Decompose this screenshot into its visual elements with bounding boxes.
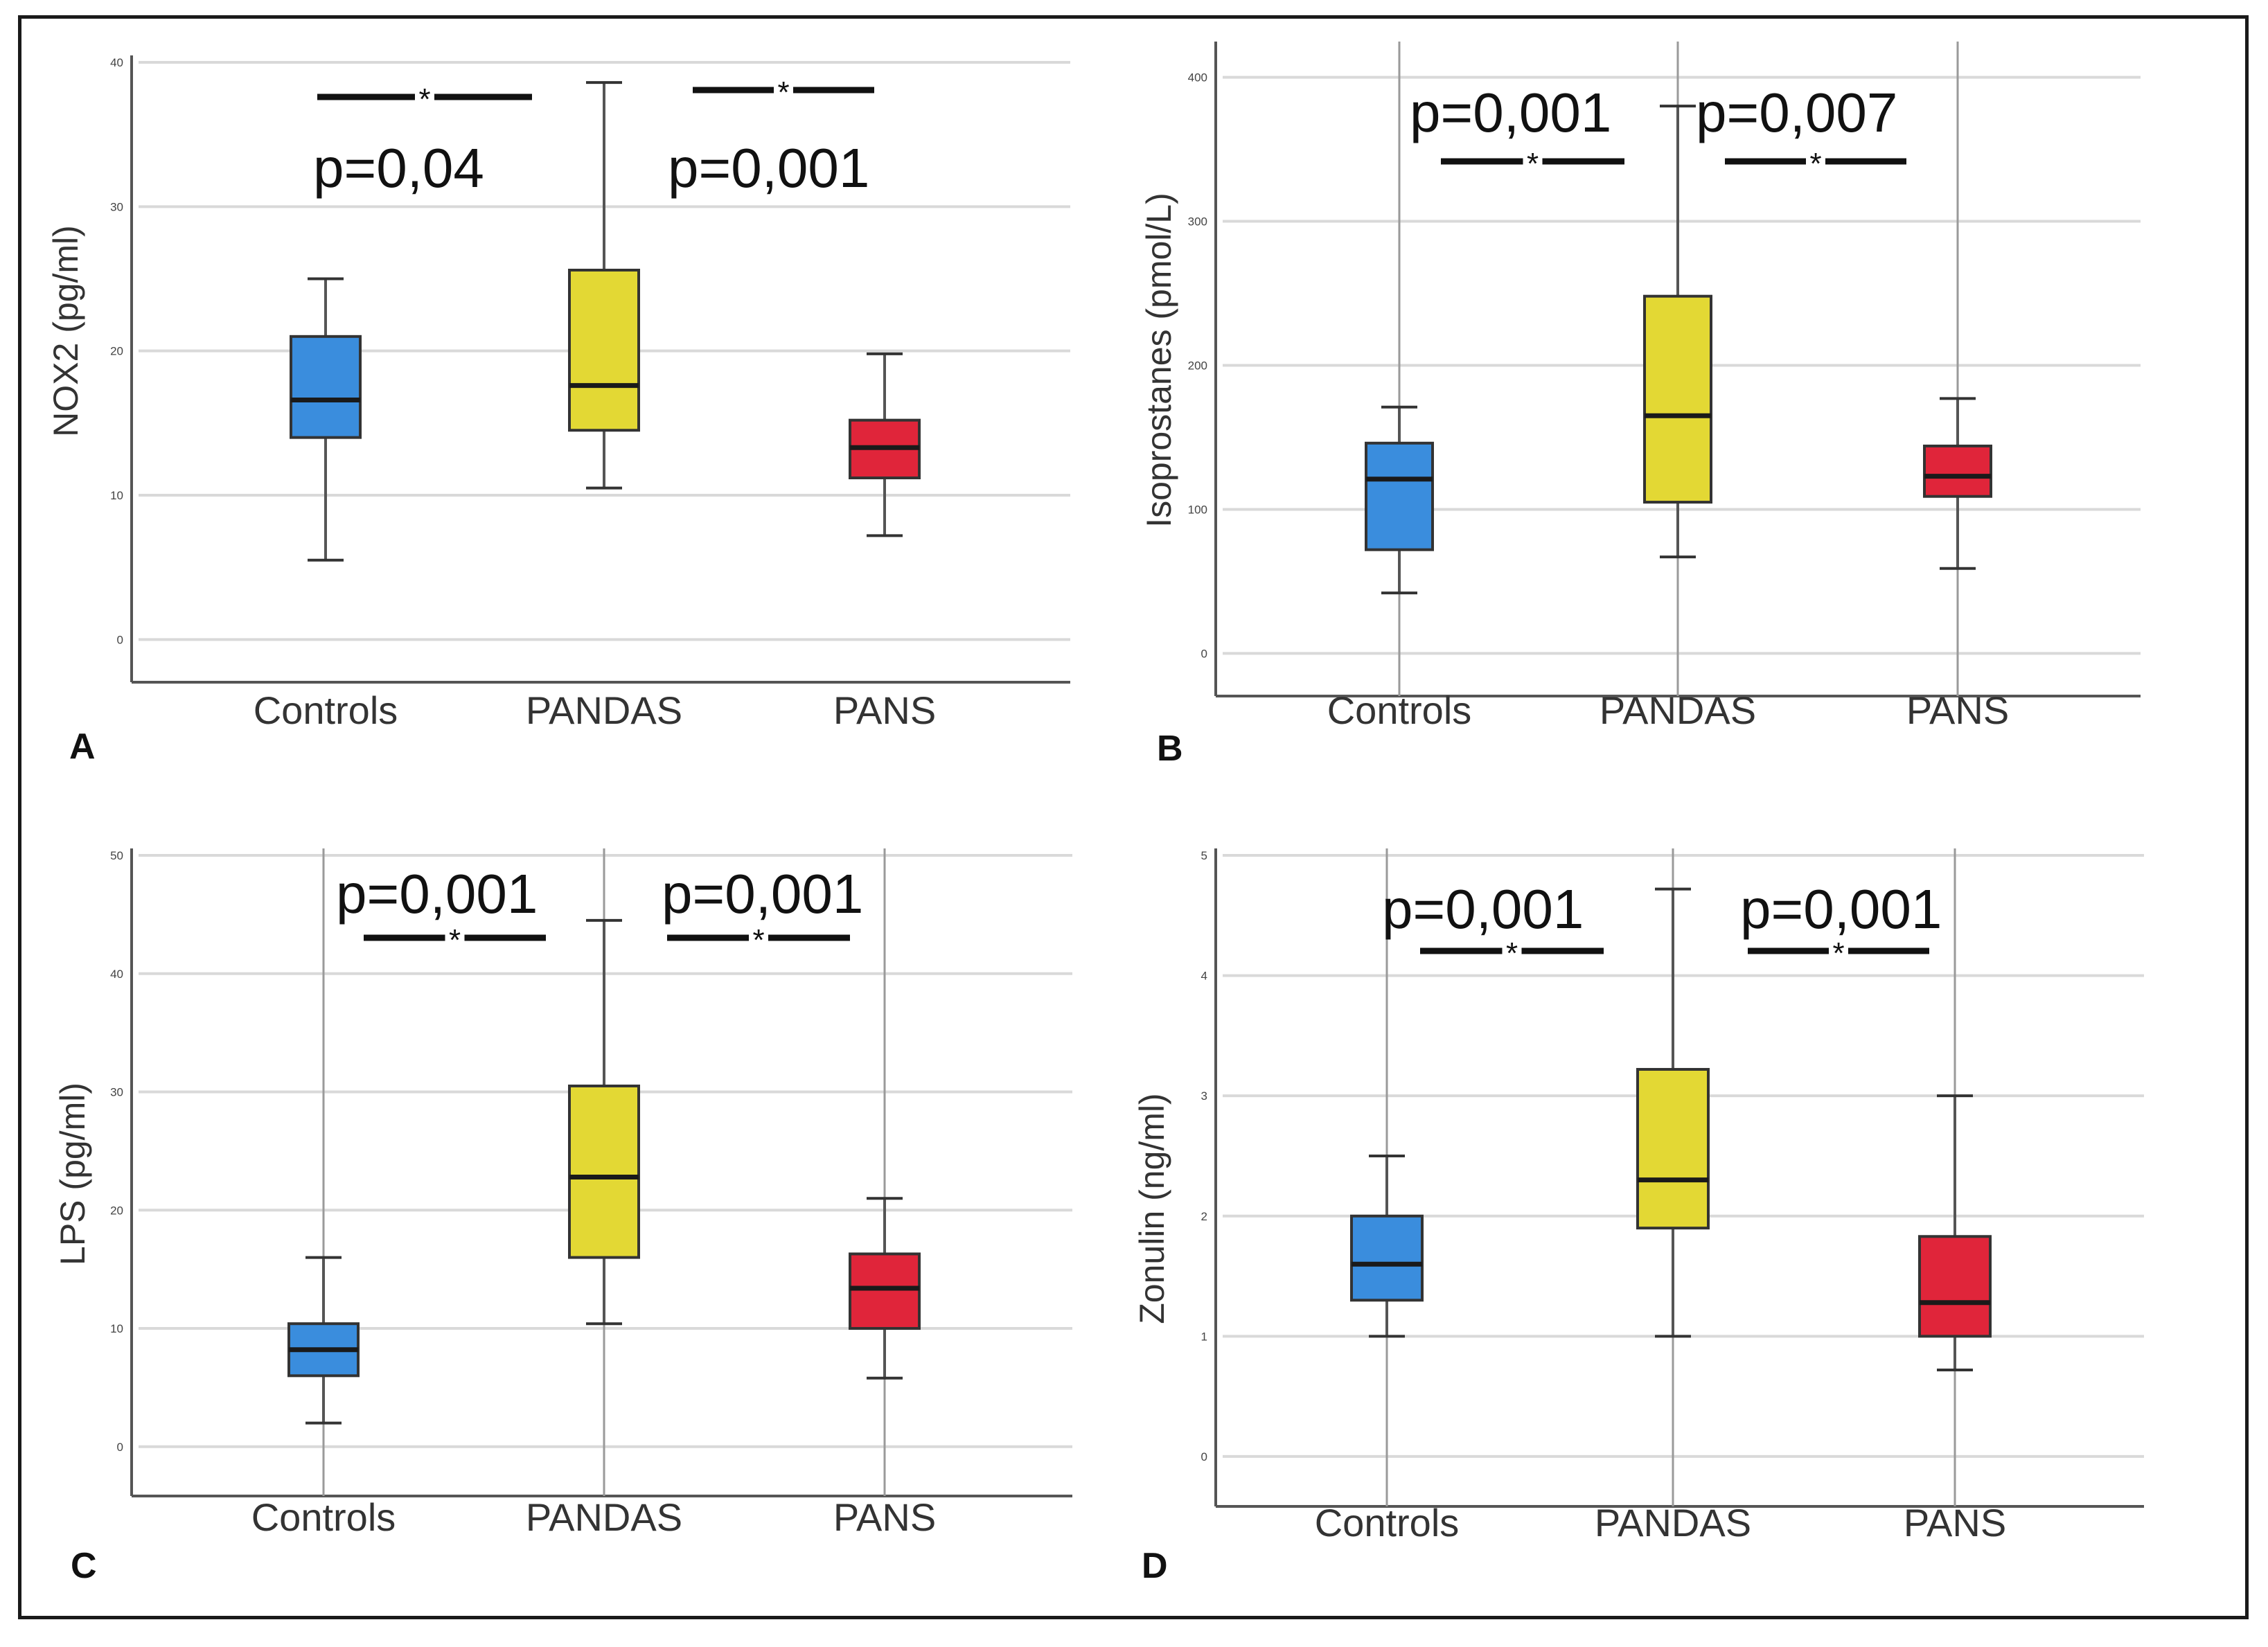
panel-d-y-axis-label: Zonulin (ng/ml) <box>1133 1093 1171 1324</box>
panel-a-y-tick-label: 40 <box>110 56 123 69</box>
panel-d-category-label-controls: Controls <box>1315 1501 1460 1544</box>
panel-c-significance-star-2: * <box>752 923 764 957</box>
panel-d-p-value-1: p=0,001 <box>1382 878 1584 940</box>
panel-d-pandas-box <box>1636 1067 1710 1230</box>
panel-d-significance-star-2: * <box>1832 936 1844 970</box>
panel-b-letter: B <box>1157 729 1183 769</box>
panel-d-y-tick-label: 2 <box>1201 1210 1207 1223</box>
panel-c-pans-box <box>849 1252 921 1330</box>
panel-a-y-tick-label: 10 <box>110 489 123 502</box>
panel-d-y-tick-label: 1 <box>1201 1330 1207 1343</box>
panel-a-y-tick-label: 0 <box>117 633 123 646</box>
panel-c-y-tick-label: 30 <box>110 1086 123 1099</box>
panel-b-controls-box <box>1365 441 1434 551</box>
panel-a-y-axis-label: NOX2 (pg/ml) <box>46 225 85 437</box>
panel-b-y-tick-label: 0 <box>1201 647 1207 660</box>
panel-d-y-tick-label: 5 <box>1201 849 1207 862</box>
figure-frame <box>18 15 2249 1619</box>
panel-b-category-label-pans: PANS <box>1906 688 2009 732</box>
panel-d-y-tick-label: 0 <box>1201 1450 1207 1463</box>
panel-c-pandas-box <box>568 1084 640 1259</box>
panel-c-category-label-pandas: PANDAS <box>526 1495 682 1539</box>
panel-c-y-tick-label: 50 <box>110 849 123 862</box>
panel-c-y-axis-label: LPS (pg/ml) <box>53 1083 92 1265</box>
panel-c-significance-star-1: * <box>449 923 461 957</box>
panel-b-category-label-pandas: PANDAS <box>1600 688 1756 732</box>
panel-b-pandas-box <box>1643 294 1712 504</box>
panel-b-significance-star-2: * <box>1809 147 1821 181</box>
panel-b-p-value-2: p=0,007 <box>1696 82 1897 143</box>
panel-c-p-value-2: p=0,001 <box>662 863 863 925</box>
panel-b-p-value-1: p=0,001 <box>1410 82 1611 143</box>
panel-b-y-tick-label: 300 <box>1188 215 1207 229</box>
panel-b-significance-star-1: * <box>1527 147 1539 181</box>
panel-c-letter: C <box>71 1546 97 1586</box>
panel-c-p-value-1: p=0,001 <box>336 863 538 925</box>
panel-c-y-tick-label: 10 <box>110 1322 123 1335</box>
panel-d-letter: D <box>1142 1546 1168 1586</box>
panel-b-y-tick-label: 100 <box>1188 503 1207 516</box>
panel-a-category-label-pans: PANS <box>833 688 936 732</box>
panel-a-p-value-1: p=0,04 <box>313 137 484 199</box>
panel-d-controls-box <box>1350 1214 1424 1302</box>
panel-a-significance-star-2: * <box>777 75 789 109</box>
panel-c-y-tick-label: 20 <box>110 1204 123 1217</box>
panel-b-pans-box <box>1923 444 1992 498</box>
panel-a-p-value-2: p=0,001 <box>668 137 869 199</box>
panel-c-category-label-controls: Controls <box>251 1495 396 1539</box>
panel-d-y-tick-label: 4 <box>1201 970 1207 983</box>
panel-b-y-tick-label: 400 <box>1188 71 1207 84</box>
panel-d-significance-star-1: * <box>1506 936 1518 970</box>
panel-a-y-tick-label: 20 <box>110 345 123 358</box>
panel-c-category-label-pans: PANS <box>833 1495 936 1539</box>
panel-a-pandas-box <box>568 269 640 432</box>
panel-a-significance-star-1: * <box>418 82 430 116</box>
panel-b-category-label-controls: Controls <box>1327 688 1472 732</box>
panel-a-letter: A <box>69 727 96 767</box>
panel-c-y-tick-label: 40 <box>110 968 123 981</box>
panel-c-y-tick-label: 0 <box>117 1441 123 1454</box>
panel-a-category-label-controls: Controls <box>254 688 398 732</box>
panel-d-pans-box <box>1918 1235 1992 1338</box>
panel-b-y-tick-label: 200 <box>1188 359 1207 373</box>
panel-d-category-label-pandas: PANDAS <box>1595 1501 1751 1544</box>
panel-d-category-label-pans: PANS <box>1904 1501 2006 1544</box>
panel-d-p-value-2: p=0,001 <box>1740 878 1942 940</box>
panel-a-category-label-pandas: PANDAS <box>526 688 682 732</box>
panel-d-y-tick-label: 3 <box>1201 1089 1207 1103</box>
panel-a-y-tick-label: 30 <box>110 200 123 213</box>
panel-a-controls-box <box>290 335 362 439</box>
panel-b-y-axis-label: Isoprostanes (pmol/L) <box>1140 193 1178 528</box>
